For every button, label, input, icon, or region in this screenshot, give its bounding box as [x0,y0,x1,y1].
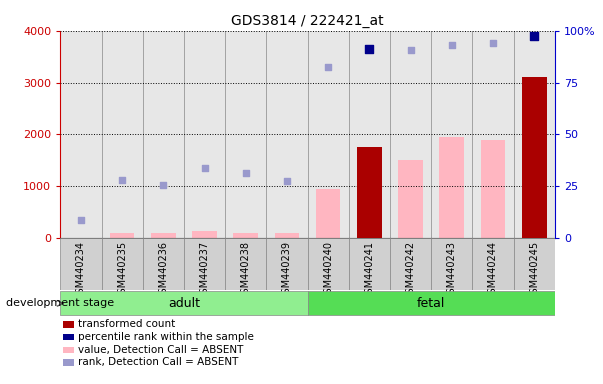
Bar [349,31,390,238]
Bar [60,291,308,316]
Bar [481,139,505,238]
Bar [522,78,546,238]
Point [529,33,539,39]
Bar [390,238,431,290]
Text: development stage: development stage [6,298,114,308]
Text: fetal: fetal [417,297,446,310]
Point [406,47,415,53]
Bar [349,238,390,290]
Bar [225,238,267,290]
Bar [316,189,341,238]
Bar [225,31,267,238]
Text: GSM440234: GSM440234 [76,241,86,300]
Point [364,46,374,52]
Point [159,182,168,188]
Bar [267,31,308,238]
Point [117,176,127,182]
Bar [60,31,101,238]
Text: GSM440244: GSM440244 [488,241,498,300]
Text: value, Detection Call = ABSENT: value, Detection Call = ABSENT [78,345,244,355]
Bar [184,238,225,290]
Point [76,217,86,223]
Bar [192,231,217,238]
Bar [431,31,472,238]
Bar [143,31,184,238]
Bar [514,31,555,238]
Text: rank, Detection Call = ABSENT: rank, Detection Call = ABSENT [78,358,239,367]
Bar [431,238,472,290]
Bar [101,238,143,290]
Bar [308,291,555,316]
Bar [110,233,134,238]
Bar [101,31,143,238]
Point [488,40,498,46]
Text: percentile rank within the sample: percentile rank within the sample [78,332,254,342]
Bar [308,31,349,238]
Bar [472,31,514,238]
Bar [184,31,225,238]
Text: GSM440237: GSM440237 [200,241,209,300]
Text: GSM440242: GSM440242 [406,241,415,300]
Text: GSM440235: GSM440235 [117,241,127,300]
Point [200,165,209,171]
Bar [308,238,349,290]
Text: GSM440243: GSM440243 [447,241,456,300]
Point [282,178,292,184]
Bar [440,137,464,238]
Bar [398,161,423,238]
Bar [472,238,514,290]
Bar [233,233,258,238]
Text: GSM440236: GSM440236 [159,241,168,300]
Bar [60,238,101,290]
Bar [267,238,308,290]
Text: GSM440239: GSM440239 [282,241,292,300]
Point [241,170,251,176]
Bar [151,233,175,238]
Point [447,41,456,48]
Text: GSM440245: GSM440245 [529,241,539,300]
Bar [514,238,555,290]
Text: GSM440238: GSM440238 [241,241,251,300]
Bar [274,233,299,238]
Text: GSM440241: GSM440241 [364,241,374,300]
Point [323,64,333,70]
Text: GSM440240: GSM440240 [323,241,333,300]
Bar [357,147,382,238]
Bar [390,31,431,238]
Title: GDS3814 / 222421_at: GDS3814 / 222421_at [231,14,384,28]
Text: adult: adult [168,297,200,310]
Bar [143,238,184,290]
Text: transformed count: transformed count [78,319,175,329]
